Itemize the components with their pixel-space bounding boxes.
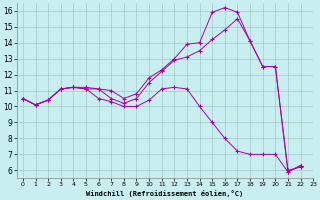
X-axis label: Windchill (Refroidissement éolien,°C): Windchill (Refroidissement éolien,°C) xyxy=(86,190,244,197)
